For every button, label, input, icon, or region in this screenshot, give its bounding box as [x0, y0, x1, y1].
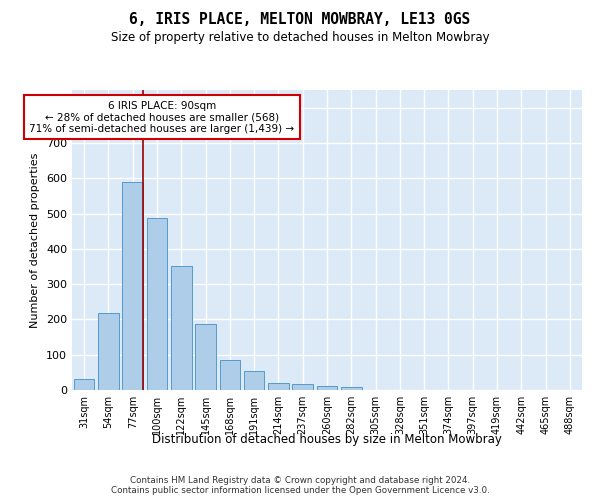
- Bar: [292, 384, 313, 390]
- Bar: [122, 182, 143, 390]
- Bar: [98, 313, 119, 390]
- Text: Contains HM Land Registry data © Crown copyright and database right 2024.
Contai: Contains HM Land Registry data © Crown c…: [110, 476, 490, 495]
- Text: 6 IRIS PLACE: 90sqm
← 28% of detached houses are smaller (568)
71% of semi-detac: 6 IRIS PLACE: 90sqm ← 28% of detached ho…: [29, 100, 295, 134]
- Bar: [341, 387, 362, 390]
- Text: Size of property relative to detached houses in Melton Mowbray: Size of property relative to detached ho…: [110, 31, 490, 44]
- Bar: [171, 266, 191, 390]
- Bar: [220, 360, 240, 390]
- Bar: [74, 380, 94, 390]
- Bar: [195, 324, 216, 390]
- Bar: [146, 218, 167, 390]
- Y-axis label: Number of detached properties: Number of detached properties: [31, 152, 40, 328]
- Bar: [268, 383, 289, 390]
- Text: Distribution of detached houses by size in Melton Mowbray: Distribution of detached houses by size …: [152, 432, 502, 446]
- Bar: [244, 372, 265, 390]
- Text: 6, IRIS PLACE, MELTON MOWBRAY, LE13 0GS: 6, IRIS PLACE, MELTON MOWBRAY, LE13 0GS: [130, 12, 470, 28]
- Bar: [317, 386, 337, 390]
